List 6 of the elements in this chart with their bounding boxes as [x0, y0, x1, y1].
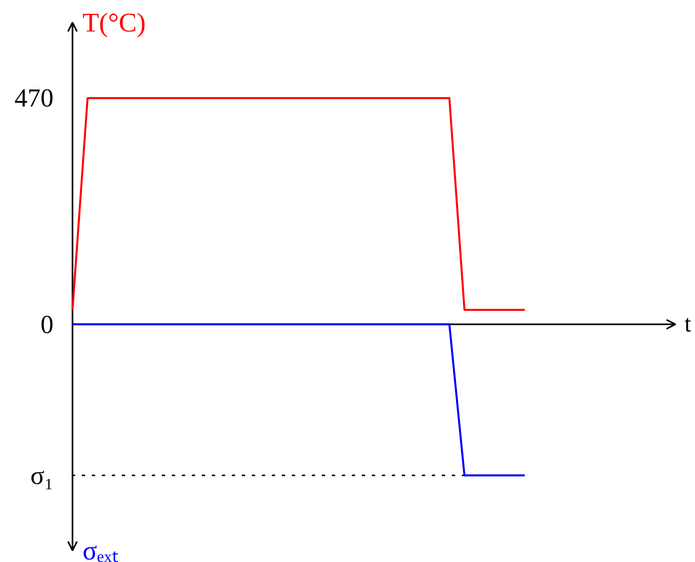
y-tick-label: 0: [40, 310, 54, 339]
y-tick-label: σ₁: [30, 460, 54, 490]
x-axis-title: t: [684, 311, 692, 338]
y-tick-label: 470: [14, 84, 54, 113]
text: σₑₓₜ: [82, 536, 118, 562]
text: T(°C): [82, 8, 146, 38]
